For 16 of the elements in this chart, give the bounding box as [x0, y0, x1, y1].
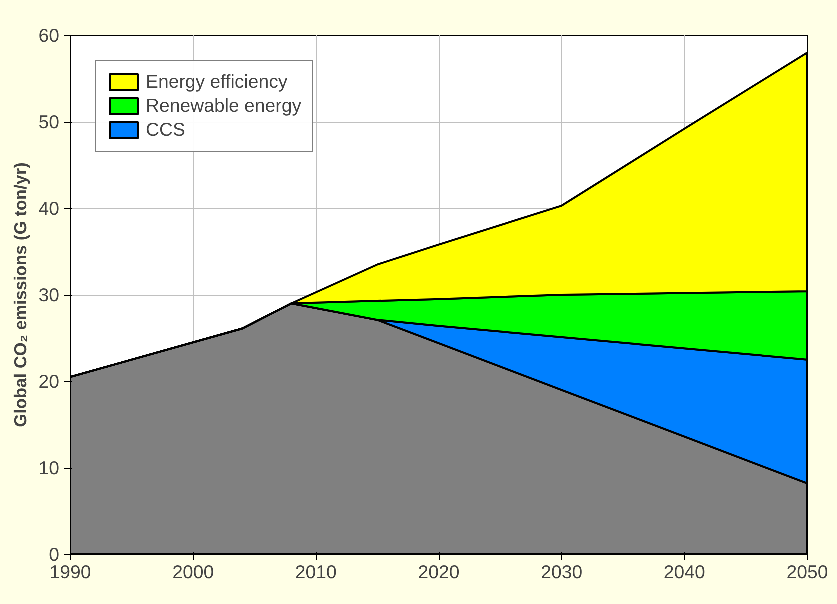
- x-tick-label: 2050: [786, 562, 828, 582]
- y-tick-label: 20: [38, 371, 60, 392]
- x-tick-label: 2010: [295, 562, 337, 582]
- legend-label: CCS: [146, 119, 186, 141]
- y-tick-label: 30: [38, 284, 60, 306]
- y-tick-label: 40: [38, 198, 60, 219]
- x-tick-label: 2000: [172, 562, 214, 582]
- y-tick-label: 10: [38, 458, 60, 478]
- x-tick-label: 2020: [418, 562, 460, 582]
- y-axis-title: Global CO₂ emissions (G ton/yr): [10, 162, 31, 428]
- legend-label: Renewable energy: [146, 95, 302, 117]
- y-tick-label: 60: [38, 25, 60, 46]
- x-tick-label: 2040: [664, 562, 706, 582]
- x-tick-label: 2030: [541, 562, 583, 582]
- y-tick-label: 50: [38, 112, 60, 132]
- legend-label: Energy efficiency: [146, 71, 288, 93]
